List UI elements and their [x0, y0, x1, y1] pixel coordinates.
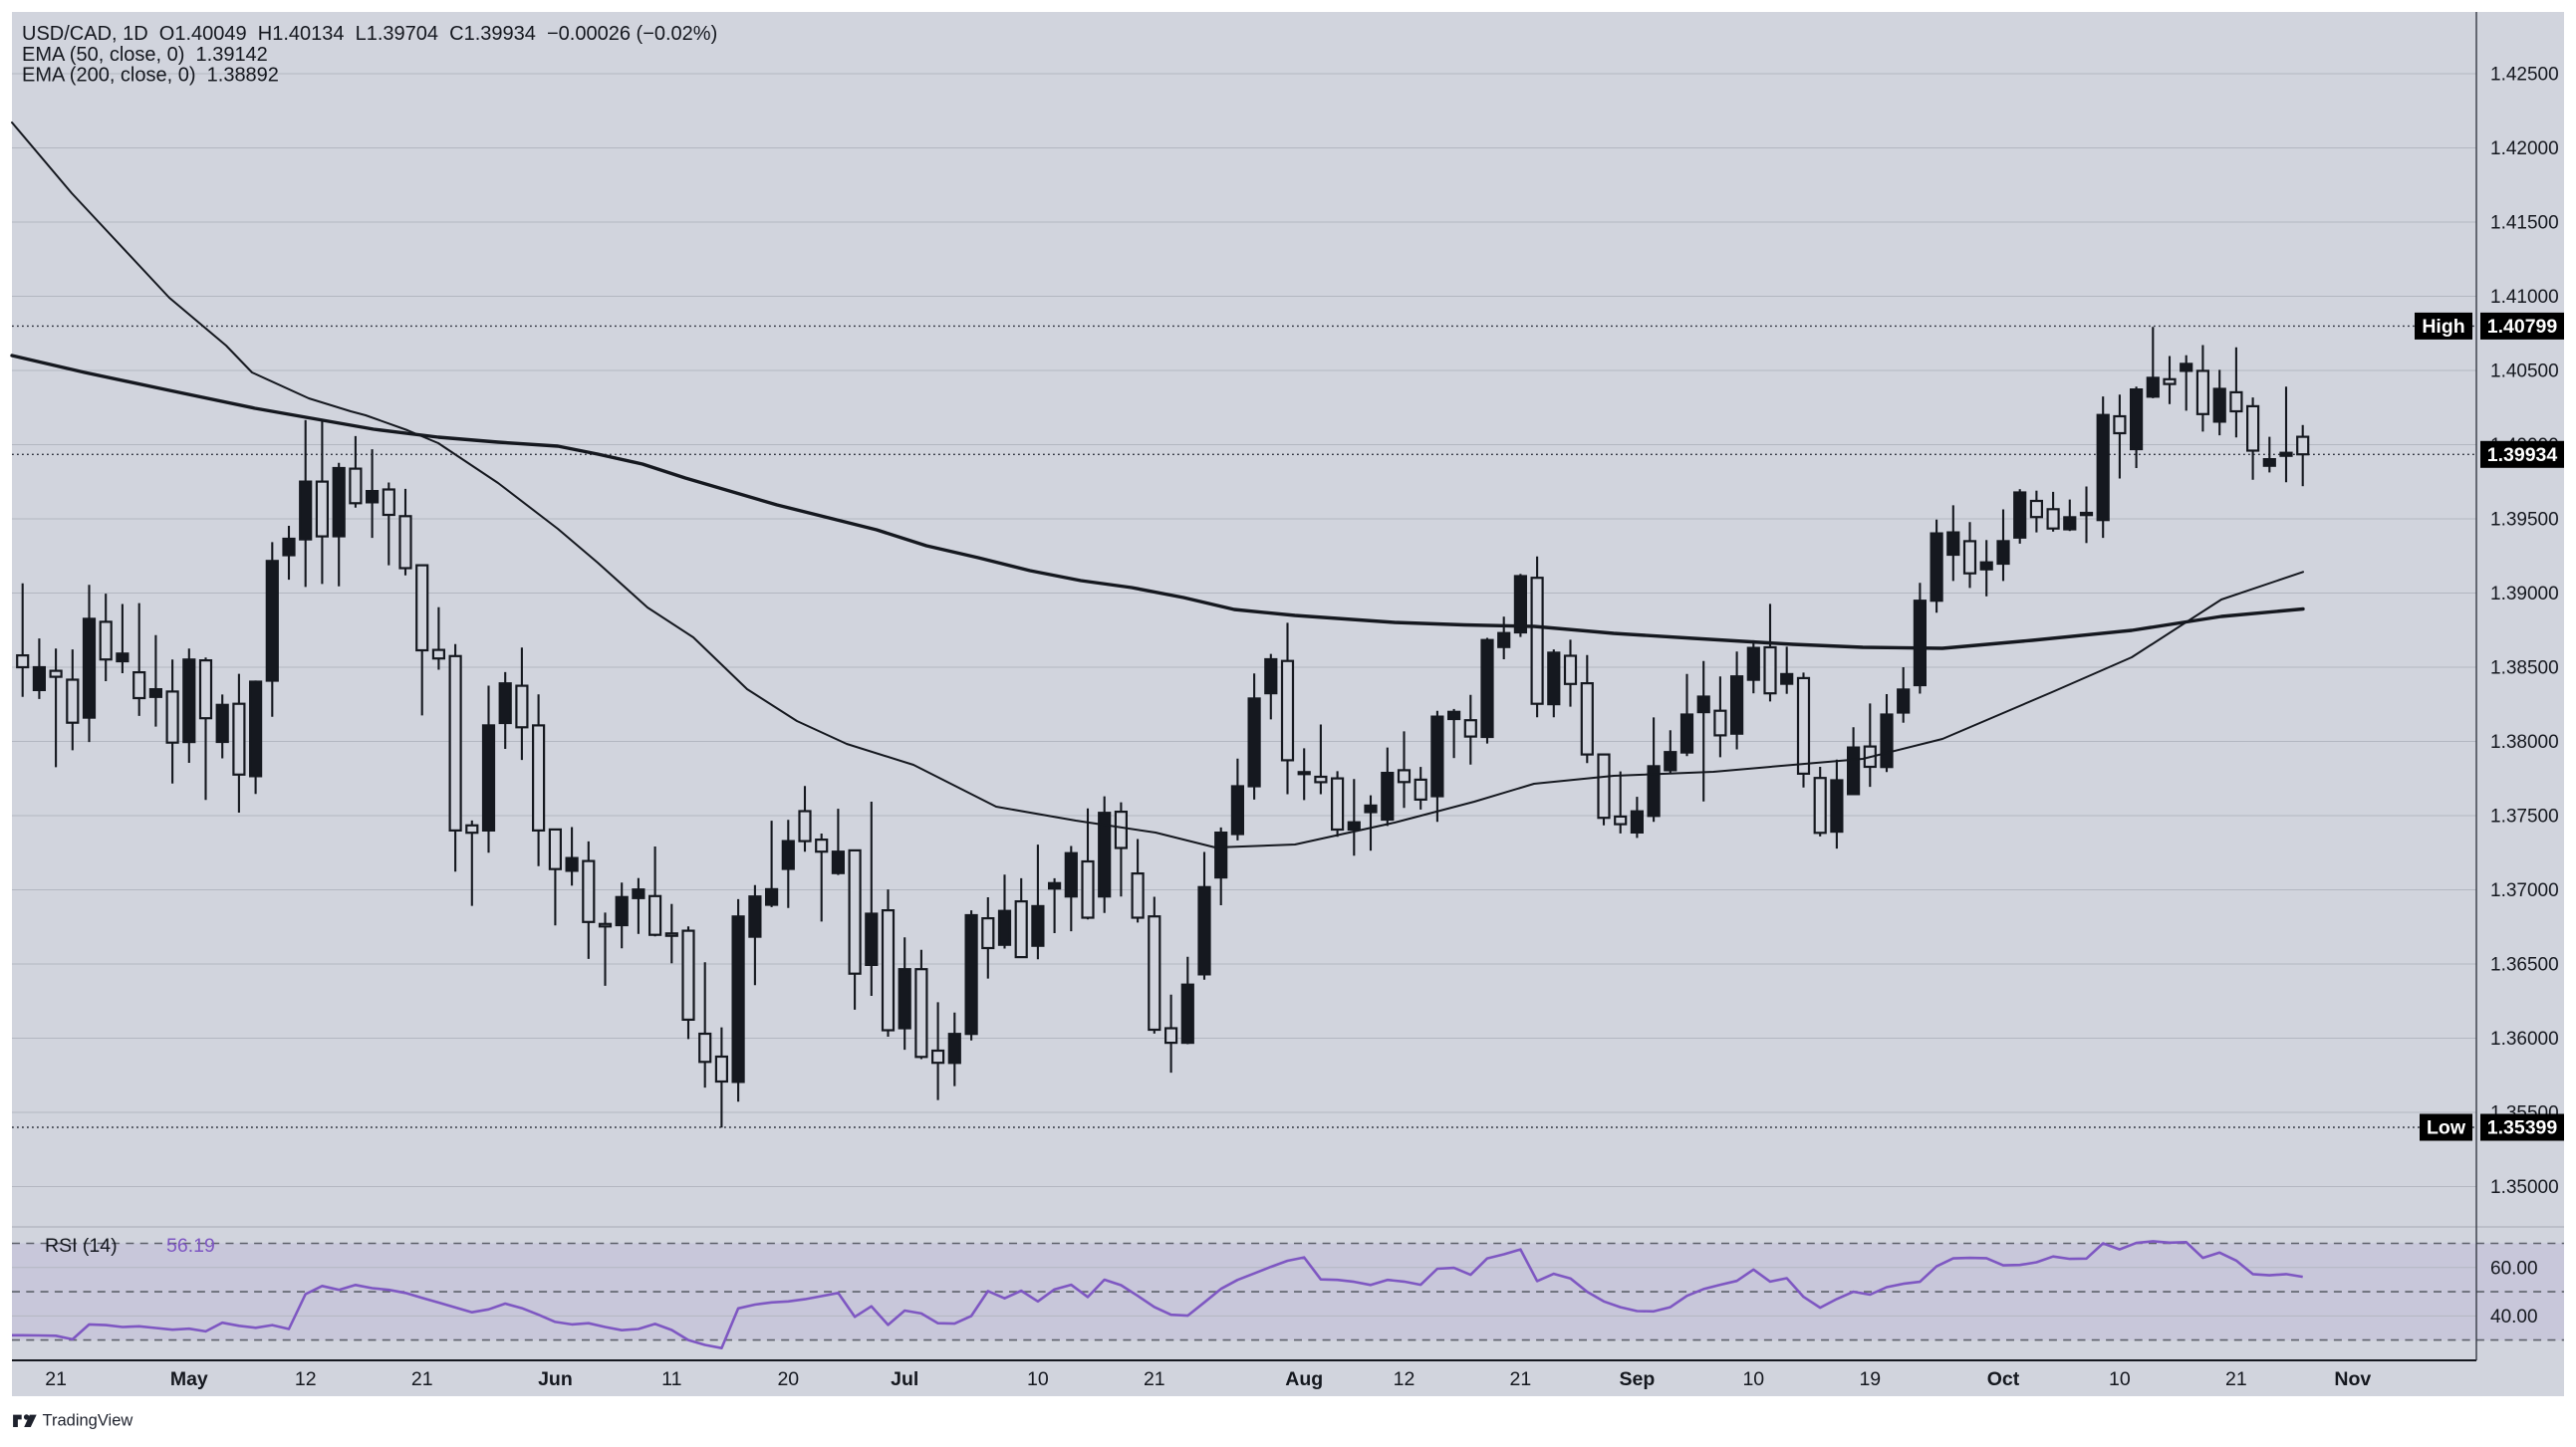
svg-text:21: 21: [45, 1368, 67, 1390]
svg-text:Sep: Sep: [1620, 1368, 1656, 1390]
svg-text:Oct: Oct: [1987, 1368, 2020, 1390]
svg-text:1.38500: 1.38500: [2490, 658, 2559, 679]
svg-text:1.37500: 1.37500: [2490, 807, 2559, 828]
svg-text:1.39000: 1.39000: [2490, 584, 2559, 604]
svg-text:USD/CAD, 1D O1.40049 H1.4013: USD/CAD, 1D O1.40049 H1.40134 L1.39704 C…: [22, 23, 717, 45]
svg-text:1.39500: 1.39500: [2490, 510, 2559, 531]
svg-text:Aug: Aug: [1285, 1368, 1323, 1390]
svg-text:EMA (200, close, 0) 1.38892: EMA (200, close, 0) 1.38892: [22, 65, 279, 87]
svg-text:20: 20: [777, 1368, 799, 1390]
svg-text:Low: Low: [2427, 1117, 2466, 1139]
svg-text:12: 12: [1394, 1368, 1416, 1390]
svg-text:10: 10: [2109, 1368, 2131, 1390]
svg-text:1.38000: 1.38000: [2490, 732, 2559, 753]
svg-text:21: 21: [1510, 1368, 1532, 1390]
svg-text:1.35000: 1.35000: [2490, 1177, 2559, 1198]
svg-text:TradingView: TradingView: [43, 1412, 133, 1430]
svg-text:1.42500: 1.42500: [2490, 65, 2559, 86]
svg-text:May: May: [170, 1368, 208, 1390]
svg-text:1.39934: 1.39934: [2487, 444, 2558, 466]
svg-text:10: 10: [1027, 1368, 1049, 1390]
svg-text:Jun: Jun: [538, 1368, 573, 1390]
svg-text:High: High: [2422, 316, 2464, 338]
svg-text:1.36000: 1.36000: [2490, 1029, 2559, 1050]
svg-text:56.19: 56.19: [166, 1235, 215, 1257]
svg-text:1.41000: 1.41000: [2490, 287, 2559, 308]
svg-text:11: 11: [661, 1368, 681, 1390]
svg-text:21: 21: [1144, 1368, 1165, 1390]
svg-text:21: 21: [411, 1368, 433, 1390]
svg-text:1.40799: 1.40799: [2487, 316, 2558, 338]
svg-text:1.41500: 1.41500: [2490, 213, 2559, 234]
svg-text:21: 21: [2225, 1368, 2247, 1390]
svg-text:1.37000: 1.37000: [2490, 880, 2559, 901]
svg-text:10: 10: [1742, 1368, 1764, 1390]
svg-text:1.40500: 1.40500: [2490, 362, 2559, 382]
svg-text:19: 19: [1859, 1368, 1881, 1390]
svg-text:Nov: Nov: [2334, 1368, 2371, 1390]
svg-text:1.35399: 1.35399: [2487, 1117, 2558, 1139]
svg-text:1.42000: 1.42000: [2490, 138, 2559, 159]
svg-text:Jul: Jul: [891, 1368, 918, 1390]
svg-text:40.00: 40.00: [2490, 1307, 2538, 1327]
svg-text:12: 12: [295, 1368, 317, 1390]
svg-text:60.00: 60.00: [2490, 1258, 2538, 1279]
svg-text:1.36500: 1.36500: [2490, 955, 2559, 976]
svg-text:EMA (50, close, 0) 1.39142: EMA (50, close, 0) 1.39142: [22, 44, 268, 66]
svg-text:RSI (14): RSI (14): [45, 1235, 118, 1257]
